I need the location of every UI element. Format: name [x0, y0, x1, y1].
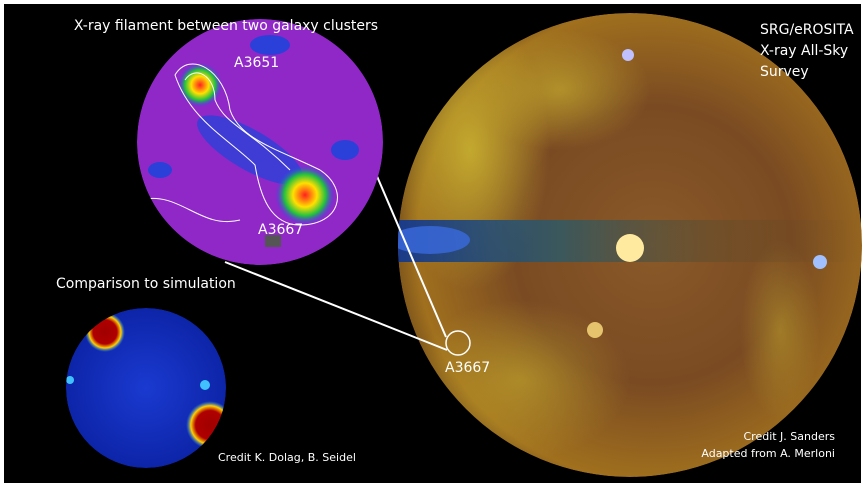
zoom-line	[224, 261, 448, 351]
cluster-label: A3667	[258, 222, 303, 238]
map-credit: Credit J. Sanders	[743, 430, 835, 443]
title: X-ray filament between two galaxy cluste…	[74, 18, 378, 34]
simulation-credit: Credit K. Dolag, B. Seidel	[218, 451, 356, 464]
survey-label: X-ray All-Sky	[760, 43, 848, 59]
map-credit: Adapted from A. Merloni	[701, 447, 835, 460]
survey-label: SRG/eROSITA	[760, 22, 854, 38]
cluster-marker	[445, 330, 471, 356]
inset-map	[137, 19, 383, 265]
map-marker-label: A3667	[445, 360, 490, 376]
survey-label: Survey	[760, 64, 809, 80]
cluster-label: A3651	[234, 55, 279, 71]
simulation-title: Comparison to simulation	[56, 276, 236, 292]
